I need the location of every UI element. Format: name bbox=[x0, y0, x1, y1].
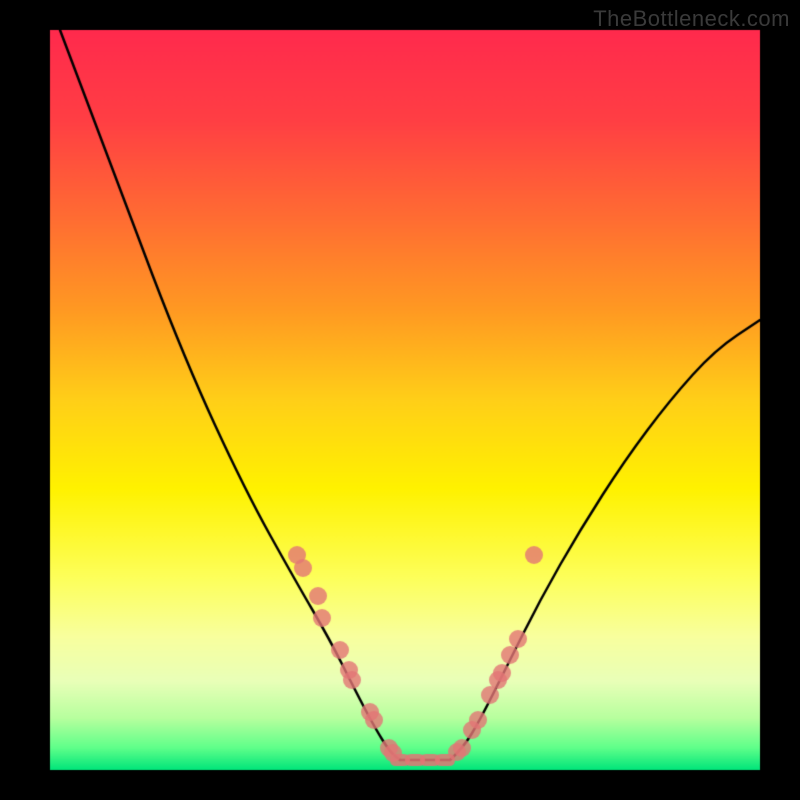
watermark-text: TheBottleneck.com bbox=[593, 6, 790, 32]
bottleneck-chart-canvas bbox=[0, 0, 800, 800]
